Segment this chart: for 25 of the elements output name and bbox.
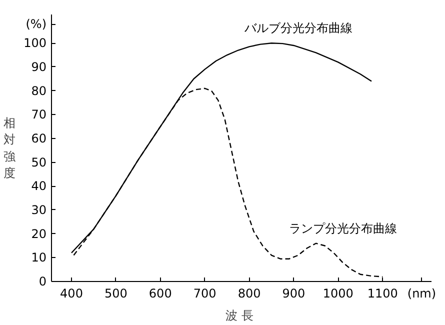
x-tick-label: 700 bbox=[193, 286, 216, 300]
x-tick-label: (nm) bbox=[407, 286, 436, 300]
y-tick-label: 10 bbox=[31, 250, 47, 265]
x-tick-label: 400 bbox=[60, 286, 83, 300]
x-tick-label: 500 bbox=[104, 286, 128, 300]
x-tick-label: 1000 bbox=[322, 286, 354, 300]
x-tick-label: 800 bbox=[238, 286, 261, 300]
x-tick-label: 600 bbox=[148, 286, 172, 300]
x-tick-label: 1100 bbox=[367, 286, 398, 300]
y-tick-label: 100 bbox=[24, 36, 46, 50]
y-tick-label: 30 bbox=[31, 202, 47, 217]
y-tick-label: 80 bbox=[31, 84, 47, 98]
y-tick-label: 50 bbox=[31, 155, 47, 170]
y-tick-label: 70 bbox=[31, 108, 47, 122]
series-label: ランプ分光分布曲線 bbox=[288, 221, 397, 236]
y-tick-label: 0 bbox=[38, 274, 47, 288]
series-label: バルブ分光分布曲線 bbox=[244, 21, 352, 36]
x-axis-title: 波 長 bbox=[226, 308, 254, 322]
y-axis-title: 相対強度 bbox=[4, 116, 16, 180]
x-tick-label: 900 bbox=[282, 286, 306, 300]
y-tick-label: 40 bbox=[31, 179, 47, 194]
y-tick-label: (%) bbox=[26, 17, 46, 32]
y-tick-label: 20 bbox=[31, 226, 47, 241]
y-tick-label: 60 bbox=[31, 131, 47, 146]
y-tick-label: 90 bbox=[31, 60, 47, 74]
